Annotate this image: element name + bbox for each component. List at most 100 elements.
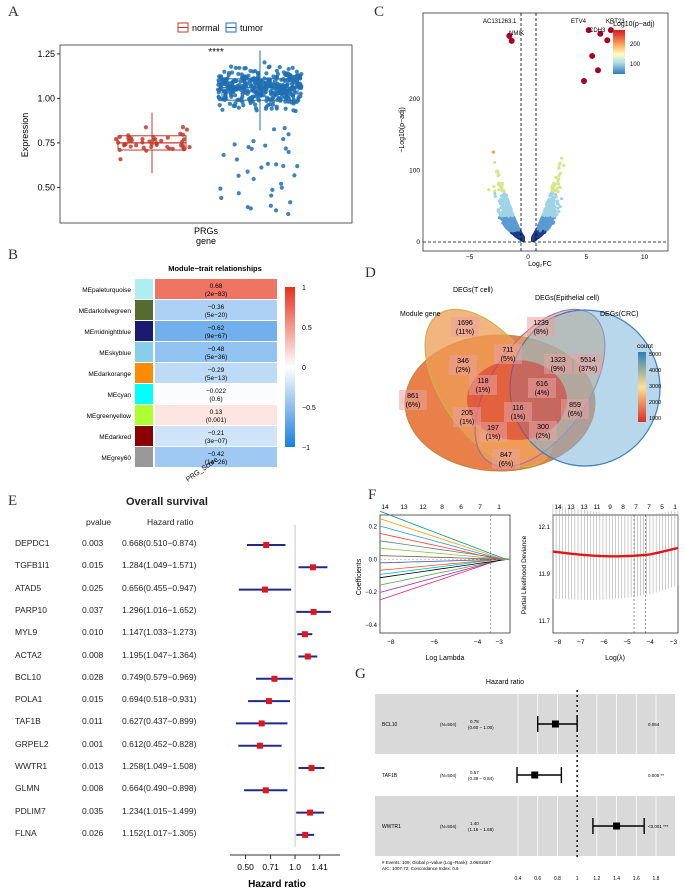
volcano-point [509,221,513,225]
legend-tick-200: 200 [630,42,641,48]
deviance-curve: 14 13 13 11 9 8 7 7 5 1 −8 −7 −6 −5 −4 −3 12.1 11.9 11.7 [538,504,679,646]
point-tumor [293,77,298,82]
cox-p: 0.054 [648,722,660,727]
point-tumor [216,78,221,83]
top-count-label: 7 [647,504,651,511]
venn-region-pct: (2%) [536,433,551,440]
panel-label-g: G [355,666,366,682]
venn-region-bg [453,407,481,427]
legend-normal: normal [192,23,220,33]
volcano-point [556,190,560,194]
volcano-point [499,211,503,215]
point-tumor [299,72,304,77]
x-axis-label-e: Hazard ratio [248,879,306,890]
correlation-value: −0.48 [208,346,225,353]
point-tumor [286,66,291,72]
y-tick-label: 0.50 [37,182,55,192]
y-tick-label-f: 11.9 [539,572,551,578]
legend-tumor: tumor [240,23,263,33]
venn-region-bg [449,355,477,375]
point-normal [151,134,156,140]
top-count-label: 8 [440,504,444,511]
legend-title-c: −Log10(p−adj) [609,21,655,28]
x-axis-label-a: gene [196,236,216,246]
correlation-value: −0.29 [208,367,225,374]
volcano-point [557,166,561,170]
boxes-a [113,50,304,217]
point-tumor [254,80,259,85]
point-tumor [236,173,241,178]
point-tumor [254,77,260,82]
legend-tick-d: 2000 [649,400,661,406]
forest-hr-text: 1.234(1.015−1.499) [122,805,197,816]
volcano-point [502,212,506,216]
legend-tick-d: 4000 [649,368,661,374]
point-tumor [292,88,297,94]
forest-point [302,831,309,838]
point-tumor [221,88,226,94]
coef-path [379,518,510,560]
volcano-point [559,197,564,201]
point-tumor [269,106,274,111]
point-tumor [260,85,265,90]
point-tumor [234,157,239,162]
volcano-point [560,156,564,160]
y-tick-label-c: 0 [416,239,420,246]
legend-tick-b: 0 [302,365,306,372]
forest-gene: ATAD5 [15,582,42,593]
point-normal [141,145,146,150]
forest-pvalue: 0.008 [82,649,104,660]
forest-point [265,698,272,705]
point-tumor [298,94,303,99]
x-tick-label-g: 1.8 [653,876,660,882]
volcano-point [499,184,503,189]
x-tick-label-e: 0.71 [262,862,279,872]
forest-point [301,631,308,638]
cox-x-axis: 0.4 0.6 0.8 1 1.2 1.4 1.6 1.8 [515,876,660,882]
volcano-point [496,174,500,178]
point-tumor [242,66,247,71]
plot-frame-a [59,44,353,224]
y-axis-a: 0.50 0.75 1.00 1.25 [37,49,60,192]
legend-gradient-c [613,30,625,74]
top-count-label: 13 [580,504,588,511]
forest-pvalue: 0.026 [82,827,104,838]
point-normal [181,147,186,152]
point-tumor [281,70,286,75]
coef-path [379,540,511,560]
point-tumor [267,82,272,88]
point-tumor [217,102,222,108]
x-tick-label-g: 1.6 [633,876,640,882]
module-label: MEskyblue [99,350,131,357]
module-rows: MEpaleturquoise 0.68(2e−83) MEdarkolivegre… [79,279,277,467]
forest-gene: DEPDC1 [15,538,50,548]
point-tumor [286,211,291,217]
venn-region-count: 1239 [533,320,549,327]
forest-pvalue: 0.003 [82,538,104,548]
point-normal [154,142,159,148]
venn-region-bg [529,421,557,441]
volcano-point [551,201,556,205]
legend-a: normal tumor [177,22,263,33]
volcano-point [501,205,506,209]
correlation-cell [155,279,277,299]
correlation-cell [155,300,277,320]
correlation-value: −0.42 [208,451,225,458]
volcano-point [558,171,563,175]
venn-region-count: 1323 [550,357,566,364]
module-color-swatch [135,405,153,425]
venn-regions: 1696 (11%) 1239 (8%) 5514 (37%) 861 (6%) 346 (2%)… [399,317,602,469]
panel-label-a: A [8,4,19,20]
cox-gene: TAF1B [382,773,398,779]
point-tumor [282,126,287,131]
forest-point [308,765,315,771]
module-color-swatch [135,342,153,362]
point-tumor [271,127,277,132]
heatmap-title: Module−trait relationships [168,264,262,273]
point-normal [144,148,149,153]
volcano-points [487,27,614,243]
point-tumor [262,76,267,81]
point-tumor [228,64,234,69]
point-normal [165,135,170,140]
point-tumor [237,65,242,71]
